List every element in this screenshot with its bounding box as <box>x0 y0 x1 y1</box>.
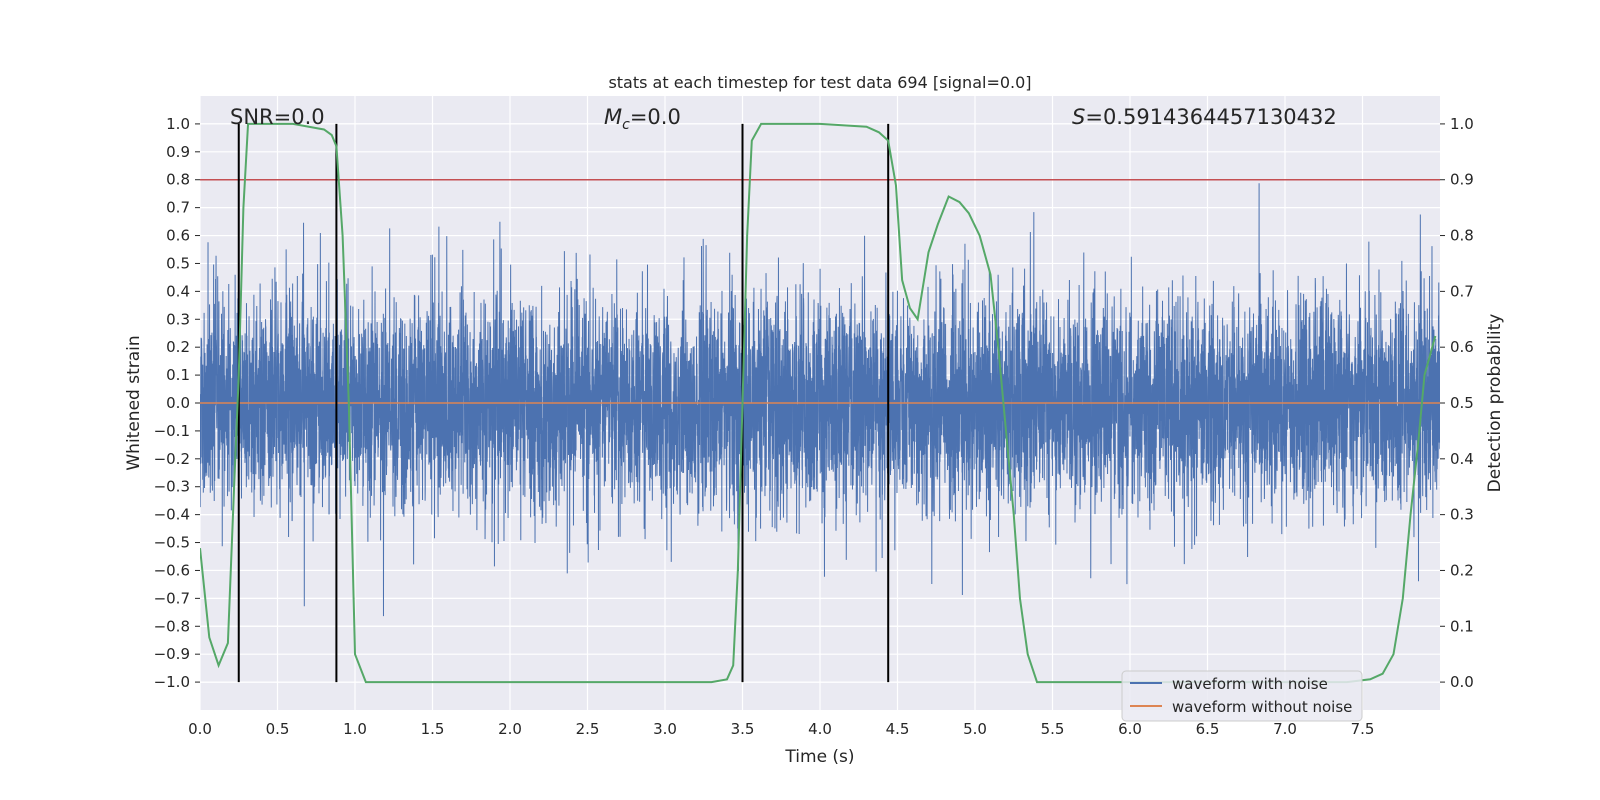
y-left-tick-label: −1.0 <box>154 673 190 691</box>
x-tick-label: 6.5 <box>1196 720 1220 738</box>
y-right-tick-label: 0.2 <box>1450 561 1474 579</box>
mc-subscript: c <box>622 117 630 133</box>
x-axis-label: Time (s) <box>784 747 854 767</box>
mc-annotation: Mc=0.0 <box>604 105 681 133</box>
y-right-tick-label: 0.1 <box>1450 617 1474 635</box>
y-left-tick-label: 0.8 <box>166 171 190 189</box>
s-symbol: S <box>1072 105 1085 129</box>
s-annotation: S=0.5914364457130432 <box>1072 105 1337 129</box>
y-left-tick-label: 0.0 <box>166 394 190 412</box>
y-left-tick-label: −0.4 <box>154 506 190 524</box>
x-tick-label: 7.5 <box>1351 720 1375 738</box>
x-tick-label: 1.0 <box>343 720 367 738</box>
x-tick-label: 0.5 <box>266 720 290 738</box>
legend-box <box>1121 670 1363 722</box>
mc-value: =0.0 <box>630 105 681 129</box>
x-tick-label: 2.0 <box>498 720 522 738</box>
x-tick-label: 7.0 <box>1273 720 1297 738</box>
y-left-tick-label: 0.1 <box>166 366 190 384</box>
y-left-tick-label: −0.7 <box>154 589 190 607</box>
s-value: =0.5914364457130432 <box>1085 105 1336 129</box>
y-right-tick-label: 0.8 <box>1450 227 1474 245</box>
y-left-tick-label: 0.2 <box>166 338 190 356</box>
y-left-tick-label: 0.9 <box>166 143 190 161</box>
x-tick-label: 5.0 <box>963 720 987 738</box>
x-tick-label: 3.5 <box>731 720 755 738</box>
y-left-tick-label: 0.3 <box>166 310 190 328</box>
y-right-tick-label: 1.0 <box>1450 115 1474 133</box>
y-right-tick-label: 0.0 <box>1450 673 1474 691</box>
y-left-tick-label: −0.9 <box>154 645 190 663</box>
y-left-tick-label: −0.3 <box>154 478 190 496</box>
y-left-tick-label: −0.1 <box>154 422 190 440</box>
y-right-tick-label: 0.5 <box>1450 394 1474 412</box>
y-left-tick-label: −0.8 <box>154 617 190 635</box>
x-tick-label: 2.5 <box>576 720 600 738</box>
y-left-tick-label: 0.7 <box>166 199 190 217</box>
y-left-tick-label: −0.6 <box>154 561 190 579</box>
y-left-tick-label: 0.6 <box>166 227 190 245</box>
y-axis-left-label: Whitened strain <box>124 335 144 470</box>
x-tick-label: 3.0 <box>653 720 677 738</box>
y-left-tick-label: 0.5 <box>166 254 190 272</box>
y-left-tick-label: −0.2 <box>154 450 190 468</box>
y-right-tick-label: 0.7 <box>1450 282 1474 300</box>
noise-waveform-line <box>200 183 1440 617</box>
x-tick-label: 4.5 <box>886 720 910 738</box>
x-tick-label: 1.5 <box>421 720 445 738</box>
y-right-tick-label: 0.4 <box>1450 450 1474 468</box>
legend-label-clean: waveform without noise <box>1172 698 1352 716</box>
legend-label-noise: waveform with noise <box>1172 675 1328 693</box>
y-right-tick-label: 0.6 <box>1450 338 1474 356</box>
x-tick-label: 6.0 <box>1118 720 1142 738</box>
chart-title: stats at each timestep for test data 694… <box>608 73 1031 92</box>
x-tick-label: 4.0 <box>808 720 832 738</box>
snr-annotation: SNR=0.0 <box>230 105 325 129</box>
legend: waveform with noise waveform without noi… <box>1121 670 1363 722</box>
y-left-tick-label: −0.5 <box>154 534 190 552</box>
y-right-tick-label: 0.9 <box>1450 171 1474 189</box>
x-tick-label: 5.5 <box>1041 720 1065 738</box>
tick-labels: 0.0 0.5 1.0 1.5 2.0 2.5 3.0 3.5 4.0 4.5 5.0 5.5 6.0 6… <box>154 115 1474 738</box>
y-right-tick-label: 0.3 <box>1450 506 1474 524</box>
y-left-tick-label: 0.4 <box>166 282 190 300</box>
x-tick-label: 0.0 <box>188 720 212 738</box>
y-axis-right-label: Detection probability <box>1485 314 1505 493</box>
mc-symbol: M <box>604 105 622 129</box>
y-left-tick-label: 1.0 <box>166 115 190 133</box>
